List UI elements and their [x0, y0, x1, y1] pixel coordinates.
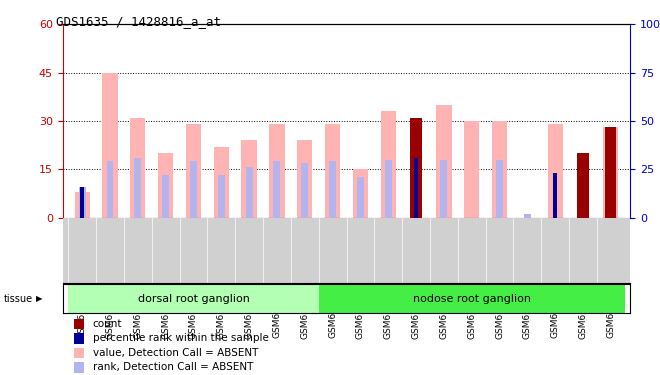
Bar: [186, 124, 201, 218]
Bar: [436, 105, 451, 218]
Bar: [524, 214, 531, 217]
Bar: [496, 160, 503, 218]
Bar: [79, 187, 86, 218]
Bar: [190, 162, 197, 218]
Text: GDS1635 / 1428816_a_at: GDS1635 / 1428816_a_at: [56, 15, 221, 28]
Bar: [130, 118, 145, 218]
Bar: [297, 140, 312, 218]
Text: percentile rank within the sample: percentile rank within the sample: [93, 333, 269, 344]
Bar: [414, 158, 418, 218]
Bar: [411, 118, 422, 218]
Text: nodose root ganglion: nodose root ganglion: [412, 294, 531, 303]
Bar: [106, 162, 114, 218]
Bar: [273, 162, 280, 218]
Bar: [68, 284, 319, 313]
Text: ▶: ▶: [36, 294, 43, 303]
Bar: [74, 362, 84, 373]
Bar: [269, 124, 284, 218]
Bar: [301, 164, 308, 218]
Text: rank, Detection Call = ABSENT: rank, Detection Call = ABSENT: [93, 363, 253, 372]
Bar: [352, 169, 368, 217]
Bar: [214, 147, 229, 218]
Bar: [548, 124, 563, 218]
Bar: [319, 284, 625, 313]
Text: value, Detection Call = ABSENT: value, Detection Call = ABSENT: [93, 348, 258, 358]
Text: count: count: [93, 319, 122, 329]
Bar: [135, 158, 141, 218]
Bar: [242, 140, 257, 218]
Bar: [381, 111, 396, 218]
Bar: [102, 73, 117, 217]
Bar: [246, 167, 253, 217]
Bar: [578, 153, 589, 218]
Bar: [80, 187, 84, 218]
Bar: [162, 175, 169, 217]
Bar: [158, 153, 174, 218]
Bar: [218, 175, 225, 217]
Bar: [603, 128, 618, 218]
Bar: [74, 319, 84, 329]
Bar: [385, 160, 392, 218]
Bar: [74, 348, 84, 358]
Bar: [74, 333, 84, 344]
Bar: [605, 128, 616, 218]
Bar: [464, 121, 479, 218]
Bar: [553, 173, 557, 217]
Bar: [75, 192, 90, 217]
Bar: [440, 160, 447, 218]
Bar: [329, 162, 336, 218]
Bar: [492, 121, 507, 218]
Bar: [325, 124, 341, 218]
Bar: [357, 177, 364, 218]
Bar: [607, 162, 614, 218]
Text: dorsal root ganglion: dorsal root ganglion: [137, 294, 249, 303]
Text: tissue: tissue: [3, 294, 32, 303]
